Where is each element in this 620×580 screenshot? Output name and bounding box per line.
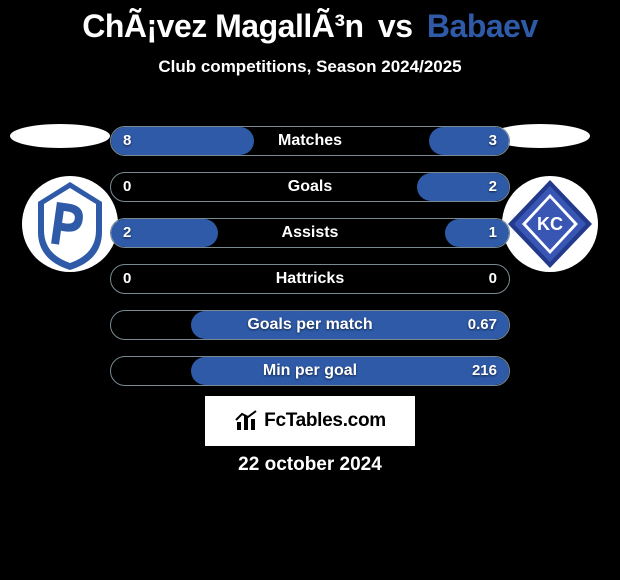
comparison-title: ChÃ¡vez MagallÃ³n vs Babaev — [0, 0, 620, 45]
team-logo-left — [20, 174, 120, 274]
stat-row-matches: 83Matches — [110, 126, 510, 156]
vs-label: vs — [378, 8, 413, 44]
stat-label: Matches — [111, 127, 509, 155]
stat-row-assists: 21Assists — [110, 218, 510, 248]
stat-label: Min per goal — [111, 357, 509, 385]
team-logo-right: KC — [500, 174, 600, 274]
brand-badge: FcTables.com — [205, 396, 415, 446]
brand-chart-icon — [234, 410, 260, 432]
stat-label: Assists — [111, 219, 509, 247]
player1-name: ChÃ¡vez MagallÃ³n — [82, 8, 363, 44]
stat-label: Goals — [111, 173, 509, 201]
stat-row-hattricks: 00Hattricks — [110, 264, 510, 294]
stat-row-goals-per-match: 0.67Goals per match — [110, 310, 510, 340]
date-label: 22 october 2024 — [0, 454, 620, 476]
stat-row-min-per-goal: 216Min per goal — [110, 356, 510, 386]
stat-label: Hattricks — [111, 265, 509, 293]
svg-text:KC: KC — [537, 214, 563, 234]
stat-bars: 83Matches 02Goals 21Assists 00Hattricks 0.67… — [110, 126, 510, 402]
subtitle: Club competitions, Season 2024/2025 — [0, 57, 620, 77]
stat-label: Goals per match — [111, 311, 509, 339]
flag-ellipse-left — [10, 124, 110, 148]
player2-name: Babaev — [427, 8, 538, 44]
brand-text: FcTables.com — [264, 410, 386, 432]
stat-row-goals: 02Goals — [110, 172, 510, 202]
